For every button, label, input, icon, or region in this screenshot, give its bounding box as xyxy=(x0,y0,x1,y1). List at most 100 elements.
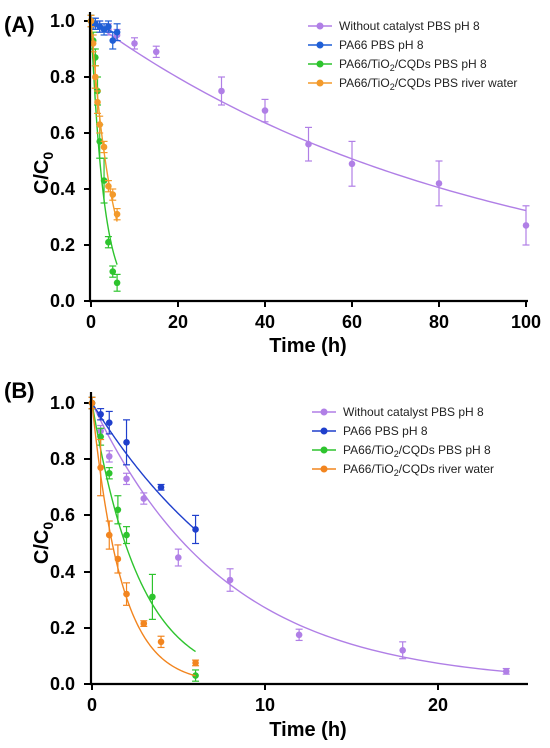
panel-b-plot-area xyxy=(88,396,510,682)
panel-a-x-ticks: 0 20 40 60 80 100 xyxy=(86,301,541,332)
panel-b-data-point xyxy=(157,638,165,646)
panel-b-data-point xyxy=(149,593,156,601)
panel-b-data-point xyxy=(114,555,122,563)
panel-b-data-point xyxy=(157,484,165,491)
panel-b-fit-curve xyxy=(91,402,196,653)
panel-b-legend: Without catalyst PBS pH 8 PA66 PBS pH 8 … xyxy=(312,405,494,478)
panel-b-y-tick-label: 0.2 xyxy=(50,618,75,638)
panel-a-y-tick-label: 0.4 xyxy=(50,179,75,199)
panel-b-y-axis-title: C/C0 xyxy=(31,522,56,564)
panel-b-data-point xyxy=(140,620,148,627)
panel-a-x-tick-label: 20 xyxy=(168,312,188,332)
panel-b-label: (B) xyxy=(4,378,35,403)
panel-b-y-ticks: 0.0 0.2 0.4 0.6 0.8 1.0 xyxy=(50,393,90,694)
panel-a-data-point xyxy=(131,40,138,47)
panel-a-data-point xyxy=(113,210,121,218)
panel-b-data-point xyxy=(502,668,510,675)
panel-b-data-point xyxy=(105,453,113,460)
panel-a-data-point xyxy=(522,222,530,229)
panel-a-x-tick-label: 0 xyxy=(86,312,96,332)
legend-item: Without catalyst PBS pH 8 xyxy=(312,405,484,419)
legend-label: PA66 PBS pH 8 xyxy=(343,424,428,438)
panel-b-fit-curve xyxy=(91,402,507,673)
panel-a-label: (A) xyxy=(4,12,35,37)
panel-a-data-point xyxy=(113,279,121,287)
legend-item: PA66/TiO2/CQDs PBS pH 8 xyxy=(312,443,491,459)
legend-label: PA66/TiO2/CQDs PBS river water xyxy=(339,76,517,92)
panel-a-x-tick-label: 100 xyxy=(511,312,541,332)
panel-b-series-2 xyxy=(88,396,200,682)
panel-a-x-tick-label: 80 xyxy=(429,312,449,332)
legend-label: PA66/TiO2/CQDs river water xyxy=(343,462,494,478)
panel-b-data-point xyxy=(140,495,148,502)
panel-a-data-point xyxy=(109,37,117,44)
panel-b-data-point xyxy=(123,439,130,446)
panel-a-legend: Without catalyst PBS pH 8 PA66 PBS pH 8 … xyxy=(308,19,517,92)
panel-a-data-point xyxy=(100,177,108,184)
panel-b-y-tick-label: 0.8 xyxy=(50,449,75,469)
panel-b-y-axis-title-sub: 0 xyxy=(40,522,56,530)
legend-item: PA66 PBS pH 8 xyxy=(312,424,428,438)
panel-b-y-axis-title-main: C/C xyxy=(31,530,53,564)
panel-a-data-point xyxy=(100,143,108,151)
panel-b-data-point xyxy=(97,410,104,418)
panel-a-x-tick-label: 60 xyxy=(342,312,362,332)
panel-a-data-point xyxy=(348,160,356,168)
panel-a-y-tick-label: 0.8 xyxy=(50,67,75,87)
panel-b-data-point xyxy=(123,475,130,483)
panel-b-data-point xyxy=(97,464,104,471)
panel-a-data-point xyxy=(109,191,117,198)
panel-b-data-point xyxy=(97,433,104,441)
panel-b-x-tick-label: 20 xyxy=(428,695,448,715)
panel-b-x-axis-title: Time (h) xyxy=(269,719,346,741)
panel-a-data-point xyxy=(113,28,121,36)
panel-a-y-axis-title-sub: 0 xyxy=(40,152,56,160)
panel-a-data-point xyxy=(92,73,99,81)
legend-label: Without catalyst PBS pH 8 xyxy=(343,405,484,419)
panel-b-data-point xyxy=(105,419,113,426)
legend-label: PA66/TiO2/CQDs PBS pH 8 xyxy=(339,57,487,73)
panel-b-data-point xyxy=(399,646,406,654)
panel-b-y-tick-label: 1.0 xyxy=(50,393,75,413)
panel-b-data-point xyxy=(114,506,122,514)
panel-b-x-ticks: 0 10 20 xyxy=(87,684,448,715)
panel-a-data-point xyxy=(218,87,225,95)
panel-a-data-point xyxy=(109,268,117,275)
panel-b-data-point xyxy=(295,631,303,639)
legend-item: PA66/TiO2/CQDs PBS river water xyxy=(308,76,517,92)
panel-b-series-0 xyxy=(88,396,510,675)
panel-b-data-point xyxy=(123,531,130,539)
panel-b-x-tick-label: 0 xyxy=(87,695,97,715)
panel-a-y-tick-label: 0.2 xyxy=(50,235,75,255)
panel-a-data-point xyxy=(105,182,112,190)
panel-b-data-point xyxy=(175,554,182,561)
panel-b-data-point xyxy=(105,469,113,477)
legend-item: PA66/TiO2/CQDs PBS pH 8 xyxy=(308,57,487,73)
panel-b-series-3 xyxy=(88,396,200,677)
panel-a-y-tick-label: 0.0 xyxy=(50,291,75,311)
panel-a: (A) C/C0 0.0 0.2 0.4 0.6 0.8 1.0 0 20 40… xyxy=(4,11,541,357)
panel-a-x-tick-label: 40 xyxy=(255,312,275,332)
panel-b-x-tick-label: 10 xyxy=(255,695,275,715)
panel-b: (B) C/C0 0.0 0.2 0.4 0.6 0.8 1.0 0 10 20… xyxy=(4,378,528,741)
panel-a-data-point xyxy=(435,180,443,187)
panel-a-y-ticks: 0.0 0.2 0.4 0.6 0.8 1.0 xyxy=(50,11,90,311)
legend-item: PA66 PBS pH 8 xyxy=(308,38,424,52)
panel-a-data-point xyxy=(305,140,312,148)
panel-a-data-point xyxy=(96,138,103,145)
panel-a-y-axis-title-main: C/C xyxy=(31,160,53,194)
panel-b-data-point xyxy=(123,590,130,598)
legend-label: Without catalyst PBS pH 8 xyxy=(339,19,480,33)
panel-a-data-point xyxy=(105,238,112,246)
legend-label: PA66 PBS pH 8 xyxy=(339,38,424,52)
panel-a-y-axis-title: C/C0 xyxy=(31,152,56,194)
panel-b-y-tick-label: 0.4 xyxy=(50,562,75,582)
panel-a-data-point xyxy=(105,23,112,30)
panel-a-data-point xyxy=(152,48,160,56)
panel-a-data-point xyxy=(94,98,101,106)
panel-a-x-axis-title: Time (h) xyxy=(269,335,346,357)
panel-a-axes xyxy=(88,12,528,303)
panel-b-data-point xyxy=(226,576,234,584)
panel-a-data-point xyxy=(89,40,97,47)
